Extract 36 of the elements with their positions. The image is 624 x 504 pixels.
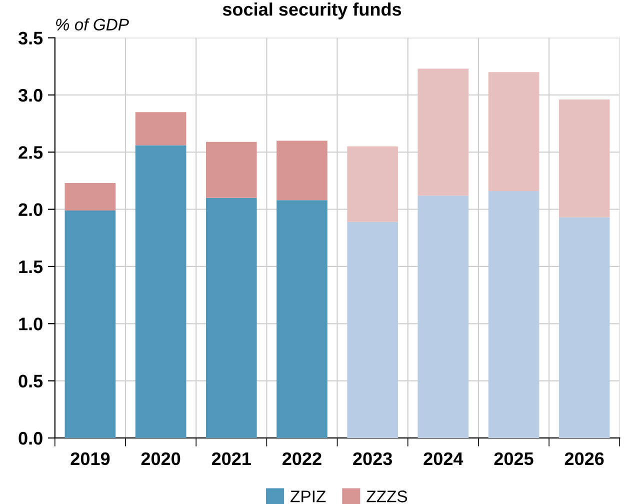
chart-title: social security funds — [222, 2, 402, 20]
x-tick-label: 2019 — [70, 452, 110, 466]
x-tick-label: 2026 — [564, 452, 604, 466]
y-tick-label: 2.0 — [18, 203, 42, 216]
y-tick-label: 2.5 — [18, 146, 43, 159]
bar — [418, 196, 469, 438]
bar — [558, 217, 610, 438]
bar — [347, 222, 398, 438]
bar — [276, 200, 328, 438]
x-tick-label: 2025 — [494, 452, 534, 466]
bar — [64, 210, 116, 438]
y-tick-label: 0.5 — [18, 374, 43, 388]
y-tick-label: 1.5 — [19, 260, 43, 274]
bar — [276, 140, 328, 200]
x-tick-label: 2021 — [212, 452, 251, 466]
bar — [135, 145, 186, 438]
bar — [347, 146, 398, 222]
x-tick-label: 2020 — [141, 452, 180, 466]
bar — [206, 142, 257, 198]
bar — [488, 72, 540, 192]
y-tick-label: 1.0 — [19, 318, 42, 330]
bar — [418, 68, 469, 196]
bar — [558, 100, 610, 218]
bar — [64, 183, 116, 210]
y-tick-label: 3.0 — [18, 88, 42, 102]
x-tick-label: 2022 — [282, 452, 322, 466]
y-tick-label: 0.0 — [18, 432, 42, 445]
bar — [206, 198, 257, 438]
x-tick-label: 2024 — [424, 452, 464, 466]
legend-label: ZZZS — [366, 490, 408, 502]
y-axis-title: % of GDP — [56, 18, 129, 31]
bar — [488, 191, 540, 438]
bar — [135, 112, 186, 146]
legend-label: ZPIZ — [290, 490, 326, 502]
y-tick-label: 3.5 — [18, 32, 43, 45]
x-tick-label: 2023 — [353, 452, 392, 466]
